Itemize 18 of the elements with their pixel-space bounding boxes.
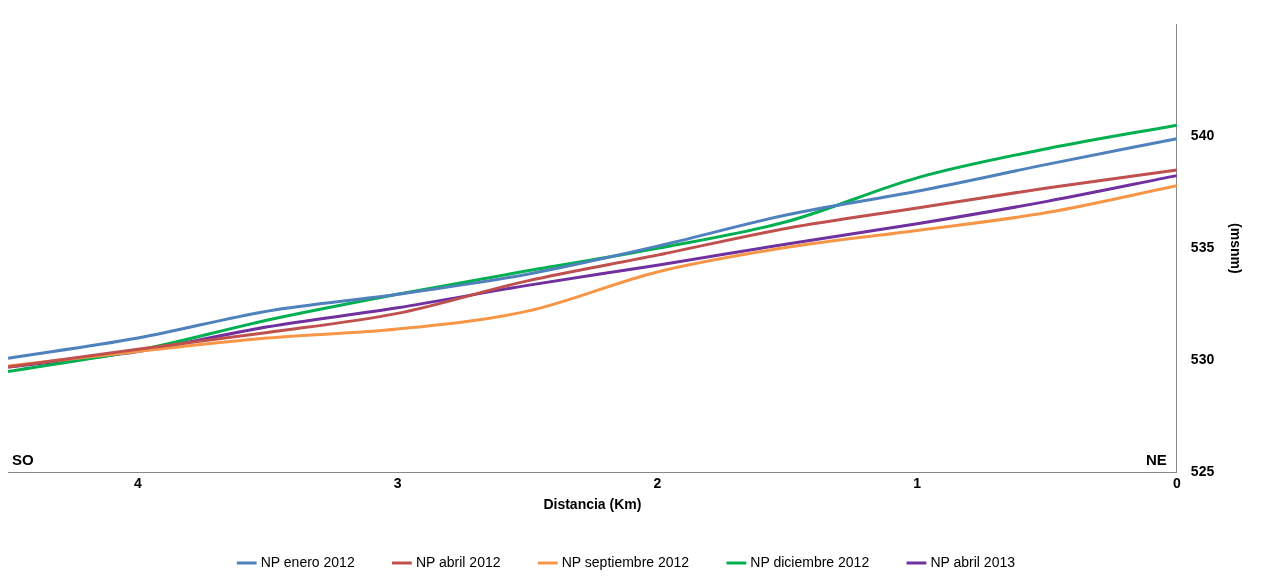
legend-label: NP diciembre 2012 — [750, 553, 870, 570]
legend-label: NP enero 2012 — [260, 553, 355, 570]
x-tick-label: 1 — [913, 474, 922, 491]
annotation: NE — [1146, 451, 1167, 469]
legend-label: NP septiembre 2012 — [561, 553, 690, 570]
y-tick-label: 540 — [1190, 127, 1215, 144]
x-tick-label: 3 — [393, 474, 402, 491]
y-tick-label: 535 — [1190, 239, 1215, 256]
y-axis-title: (msnm) — [1227, 223, 1244, 274]
x-axis-title: Distancia (Km) — [543, 496, 642, 513]
annotation: SO — [12, 451, 34, 469]
legend-label: NP abril 2013 — [930, 553, 1016, 570]
x-tick-label: 0 — [1172, 474, 1181, 491]
x-tick-label: 4 — [133, 474, 142, 491]
y-tick-label: 530 — [1190, 351, 1215, 368]
y-tick-label: 525 — [1190, 463, 1215, 480]
x-tick-label: 2 — [653, 474, 662, 491]
legend-label: NP abril 2012 — [415, 553, 501, 570]
